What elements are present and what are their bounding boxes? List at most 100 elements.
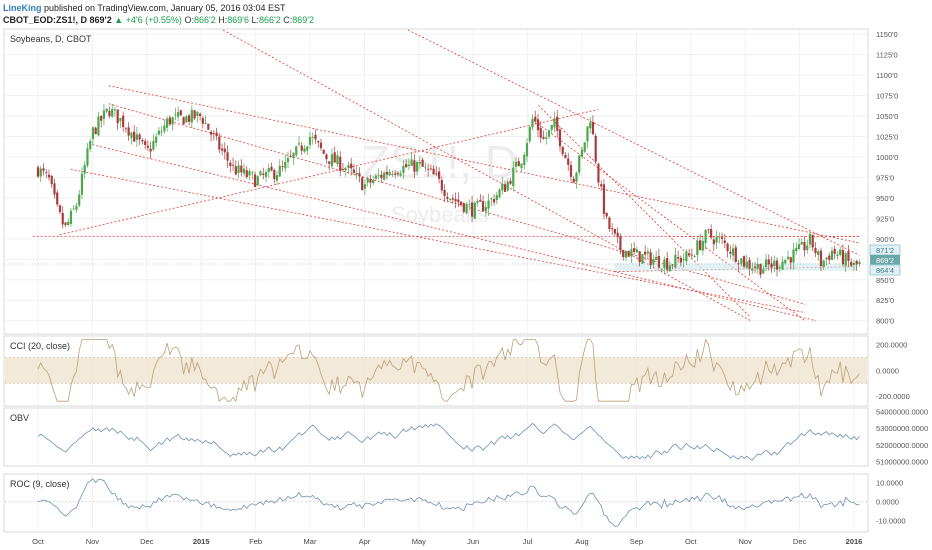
candle-body <box>421 159 424 167</box>
candle-body <box>363 184 367 189</box>
candle-body <box>616 232 619 238</box>
candle-body <box>146 145 149 148</box>
candle-body <box>572 178 575 183</box>
candle-body <box>133 131 136 142</box>
candle-body <box>558 129 562 147</box>
candle-body <box>168 117 171 125</box>
candle-body <box>550 124 553 130</box>
candle-body <box>718 237 721 239</box>
candle-body <box>212 133 215 135</box>
candle-body <box>410 159 413 166</box>
grid-layer <box>5 30 867 531</box>
candle-body <box>679 257 682 263</box>
candle-body <box>536 119 540 131</box>
candle-body <box>56 192 59 205</box>
x-axis-tick: 2015 <box>193 537 210 546</box>
candle-body <box>229 162 232 166</box>
x-axis-tick: Oct <box>32 537 45 546</box>
candle-body <box>61 212 64 225</box>
trendline-layer[interactable] <box>5 29 867 322</box>
candle-body <box>149 148 152 152</box>
cci-y-tick: 0.0000 <box>876 366 899 375</box>
candle-body <box>179 110 182 116</box>
candle-body <box>300 145 303 151</box>
candle-body <box>231 164 235 166</box>
candle-body <box>731 248 735 256</box>
candle-body <box>308 136 312 145</box>
candle-body <box>484 206 487 212</box>
candle-body <box>226 152 229 161</box>
x-axis-tick: Jul <box>523 537 533 546</box>
candle-body <box>674 254 677 268</box>
candle-body <box>286 158 290 163</box>
candle-body <box>756 264 759 269</box>
candle-body <box>292 153 295 158</box>
candle-body <box>75 205 78 210</box>
candle-body <box>723 240 726 243</box>
candle-body <box>707 229 710 231</box>
author-name[interactable]: LineKing <box>3 3 42 13</box>
x-axis-tick: Feb <box>249 537 262 546</box>
candle-body <box>171 117 174 125</box>
candle-body <box>119 117 122 122</box>
candle-body <box>512 167 515 187</box>
candle-body <box>177 112 180 117</box>
candle-body <box>462 203 465 212</box>
candle-body <box>204 122 207 124</box>
candle-body <box>808 233 812 245</box>
roc-y-tick: 0.0000 <box>876 498 899 507</box>
candle-body <box>630 249 633 257</box>
candle-body <box>377 175 380 177</box>
candle-body <box>383 172 386 180</box>
candle-body <box>215 132 218 137</box>
candle-body <box>42 168 45 171</box>
candle-body <box>539 127 542 138</box>
x-axis-tick: Nov <box>739 537 753 546</box>
candle-body <box>336 155 339 165</box>
close-label: C: <box>283 15 293 25</box>
indicator-layer <box>5 338 867 527</box>
candle-body <box>668 265 671 272</box>
trendline <box>59 109 599 236</box>
candle-body <box>652 259 655 265</box>
roc-line <box>37 478 860 527</box>
candle-body <box>775 260 779 270</box>
candle-body <box>234 166 237 175</box>
candle-body <box>633 248 636 252</box>
candle-body <box>622 249 625 258</box>
candle-body <box>457 199 460 203</box>
main-y-tick: 850'0 <box>876 276 894 285</box>
candle-body <box>839 249 842 255</box>
candle-body <box>424 166 427 168</box>
roc-y-tick: -10.0000 <box>876 517 906 526</box>
low-value: 866'2 <box>259 15 281 25</box>
obv-y-tick: 54000000.0000 <box>876 408 928 417</box>
symbol-bar: CBOT_EOD:ZS1!, D 869'2 ▲ +4'6 (+0.55%) O… <box>3 14 314 26</box>
candle-body <box>388 172 391 176</box>
candle-body <box>613 228 617 234</box>
candle-body <box>108 110 111 117</box>
obv-pane-frame <box>3 407 869 467</box>
candle-body <box>394 173 397 175</box>
candle-body <box>578 155 581 173</box>
candle-body <box>270 166 273 171</box>
candle-body <box>506 181 509 191</box>
candle-body <box>174 114 177 116</box>
candle-body <box>127 127 130 136</box>
candle-body <box>720 237 724 239</box>
candle-body <box>303 148 306 152</box>
candle-body <box>306 146 309 151</box>
candle-body <box>138 134 141 140</box>
candle-body <box>443 189 446 196</box>
main-pane-title: Soybeans, D, CBOT <box>10 34 92 44</box>
x-axis-tick: Jun <box>467 537 479 546</box>
candle-body <box>220 148 224 151</box>
main-y-tick: 1075'0 <box>876 92 898 101</box>
candle-body <box>446 196 449 199</box>
candle-body <box>784 259 787 264</box>
candle-body <box>242 168 246 174</box>
candle-body <box>369 178 372 183</box>
candle-body <box>525 143 529 157</box>
